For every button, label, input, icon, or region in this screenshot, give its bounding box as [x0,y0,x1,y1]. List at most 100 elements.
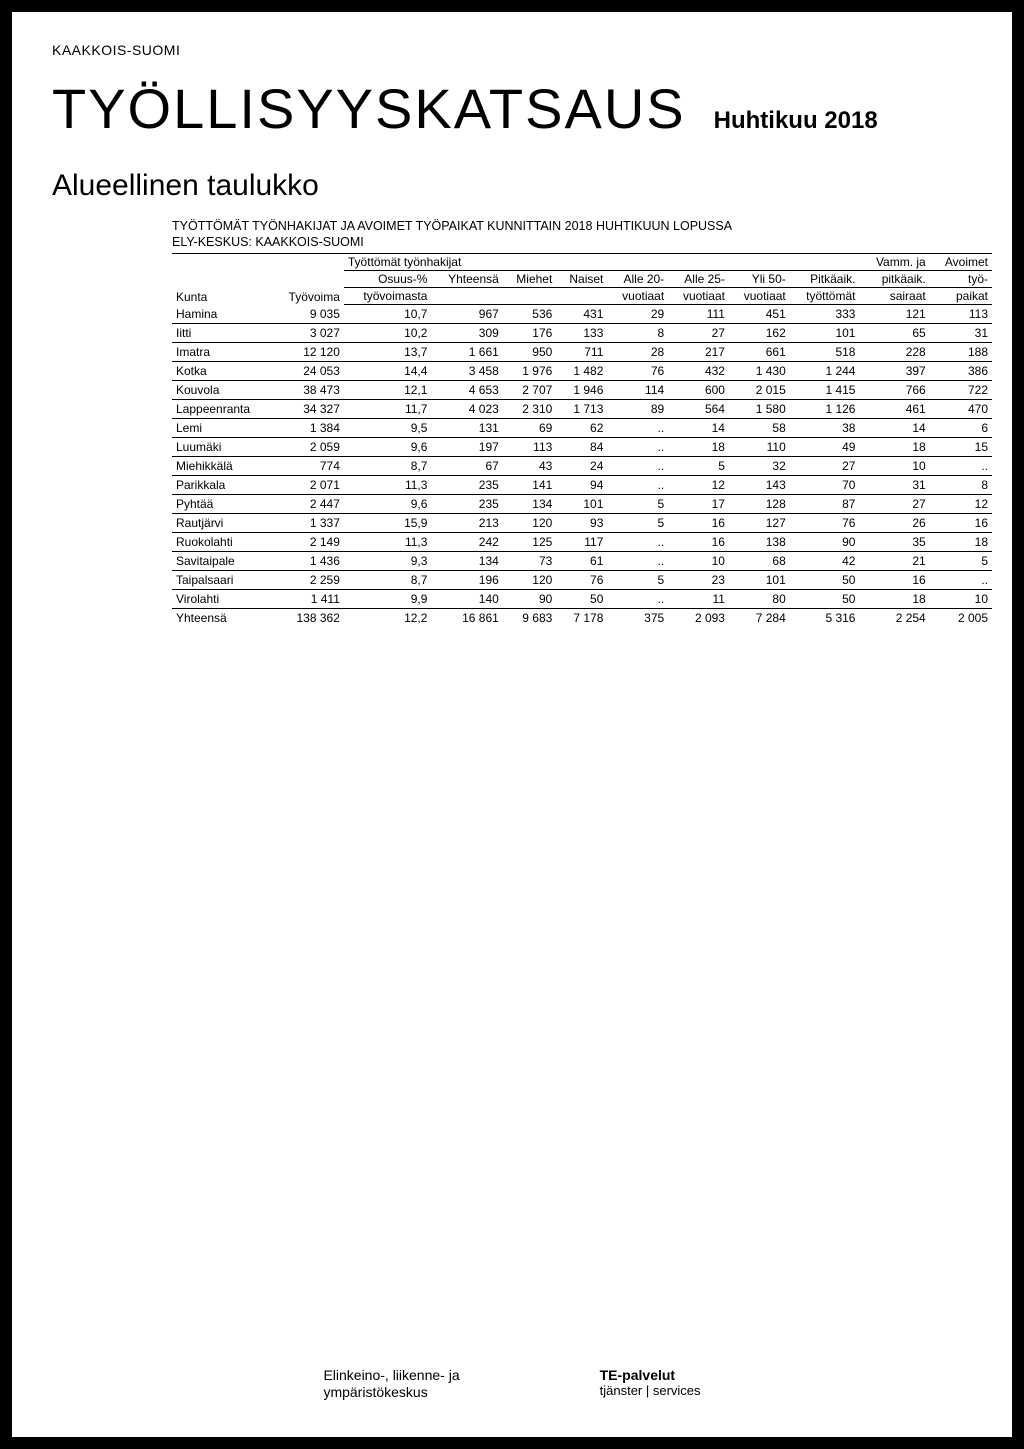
cell-osuus: 13,7 [344,343,432,362]
cell-miehet: 1 976 [503,362,557,381]
cell-tyovoima: 9 035 [272,305,344,324]
cell-naiset: 84 [556,438,607,457]
total-vamm: 2 254 [859,609,929,628]
col-vamm-l3: sairaat [859,288,929,305]
total-osuus: 12,2 [344,609,432,628]
cell-yli50: 138 [729,533,790,552]
cell-miehet: 113 [503,438,557,457]
cell-tyovoima: 2 447 [272,495,344,514]
cell-naiset: 50 [556,590,607,609]
cell-alle20: .. [607,590,668,609]
cell-miehet: 90 [503,590,557,609]
cell-alle25: 12 [668,476,729,495]
cell-naiset: 24 [556,457,607,476]
col-naiset: Naiset [556,271,607,288]
cell-yhteensa: 140 [431,590,502,609]
cell-vamm: 14 [859,419,929,438]
cell-osuus: 15,9 [344,514,432,533]
total-yhteensa: 16 861 [431,609,502,628]
footer-right-l1: TE-palvelut [600,1367,701,1383]
cell-kunta: Iitti [172,324,272,343]
cell-pitkaaik: 50 [790,590,860,609]
cell-alle20: 114 [607,381,668,400]
table-body: Hamina9 03510,79675364312911145133312111… [172,305,992,609]
cell-osuus: 11,3 [344,476,432,495]
footer-left-l1: Elinkeino-, liikenne- ja [323,1367,459,1384]
cell-naiset: 61 [556,552,607,571]
cell-alle25: 17 [668,495,729,514]
cell-alle25: 14 [668,419,729,438]
cell-alle25: 10 [668,552,729,571]
cell-vamm: 461 [859,400,929,419]
table-row: Virolahti1 4119,91409050..1180501810 [172,590,992,609]
cell-miehet: 43 [503,457,557,476]
cell-naiset: 1 713 [556,400,607,419]
cell-avoimet: 386 [930,362,992,381]
col-alle25-l1: Alle 25- [668,271,729,288]
cell-yhteensa: 1 661 [431,343,502,362]
cell-alle20: 28 [607,343,668,362]
cell-vamm: 16 [859,571,929,590]
cell-avoimet: 12 [930,495,992,514]
table-total-row: Yhteensä 138 362 12,2 16 861 9 683 7 178… [172,609,992,628]
cell-osuus: 11,7 [344,400,432,419]
data-table: Kunta Työvoima Työttömät työnhakijat Vam… [172,253,992,627]
cell-avoimet: 31 [930,324,992,343]
cell-alle20: .. [607,552,668,571]
cell-miehet: 69 [503,419,557,438]
cell-tyovoima: 38 473 [272,381,344,400]
table-row: Lemi1 3849,51316962..145838146 [172,419,992,438]
cell-alle25: 16 [668,533,729,552]
col-alle20-l1: Alle 20- [607,271,668,288]
cell-osuus: 14,4 [344,362,432,381]
cell-osuus: 9,6 [344,495,432,514]
cell-yli50: 451 [729,305,790,324]
cell-yhteensa: 196 [431,571,502,590]
footer: Elinkeino-, liikenne- ja ympäristökeskus… [12,1367,1012,1401]
cell-miehet: 176 [503,324,557,343]
col-yli50-l2: vuotiaat [729,288,790,305]
cell-alle20: 5 [607,495,668,514]
cell-alle25: 111 [668,305,729,324]
cell-tyovoima: 2 071 [272,476,344,495]
table-row: Savitaipale1 4369,31347361..106842215 [172,552,992,571]
cell-avoimet: 113 [930,305,992,324]
cell-osuus: 8,7 [344,457,432,476]
cell-avoimet: 188 [930,343,992,362]
page-container: KAAKKOIS-SUOMI TYÖLLISYYSKATSAUS Huhtiku… [12,12,1012,1437]
cell-yhteensa: 67 [431,457,502,476]
cell-pitkaaik: 27 [790,457,860,476]
cell-alle25: 27 [668,324,729,343]
col-yhteensa: Yhteensä [431,271,502,288]
cell-tyovoima: 12 120 [272,343,344,362]
cell-naiset: 133 [556,324,607,343]
cell-pitkaaik: 87 [790,495,860,514]
cell-osuus: 11,3 [344,533,432,552]
cell-kunta: Lappeenranta [172,400,272,419]
col-miehet: Miehet [503,271,557,288]
table-row: Taipalsaari2 2598,7196120765231015016.. [172,571,992,590]
col-tyovoima: Työvoima [272,254,344,305]
cell-yhteensa: 309 [431,324,502,343]
cell-vamm: 26 [859,514,929,533]
total-kunta: Yhteensä [172,609,272,628]
cell-alle25: 11 [668,590,729,609]
cell-alle25: 5 [668,457,729,476]
table-row: Kouvola38 47312,14 6532 7071 9461146002 … [172,381,992,400]
total-alle25: 2 093 [668,609,729,628]
cell-alle25: 23 [668,571,729,590]
cell-osuus: 10,2 [344,324,432,343]
table-subcaption: ELY-KESKUS: KAAKKOIS-SUOMI [172,235,972,249]
cell-alle20: 5 [607,514,668,533]
total-naiset: 7 178 [556,609,607,628]
cell-miehet: 950 [503,343,557,362]
cell-yli50: 68 [729,552,790,571]
cell-alle25: 600 [668,381,729,400]
total-pitkaaik: 5 316 [790,609,860,628]
cell-yli50: 661 [729,343,790,362]
cell-pitkaaik: 38 [790,419,860,438]
cell-kunta: Miehikkälä [172,457,272,476]
cell-kunta: Savitaipale [172,552,272,571]
cell-pitkaaik: 101 [790,324,860,343]
cell-alle20: .. [607,419,668,438]
